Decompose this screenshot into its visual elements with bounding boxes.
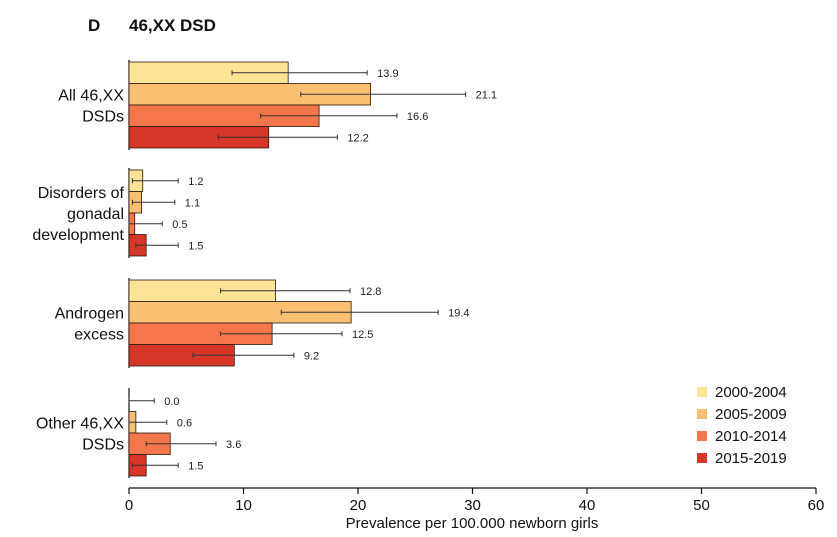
category-label: DSDs — [82, 109, 124, 126]
data-label: 12.2 — [347, 132, 368, 144]
legend-label: 2015-2019 — [715, 450, 787, 467]
data-label: 13.9 — [377, 68, 398, 80]
data-label: 0.0 — [164, 396, 179, 408]
legend-swatch — [697, 387, 707, 397]
x-tick-label: 20 — [350, 497, 367, 514]
data-label: 1.1 — [185, 197, 200, 209]
data-label: 16.6 — [407, 111, 428, 123]
data-label: 1.2 — [188, 176, 203, 188]
data-label: 12.8 — [360, 286, 381, 298]
category-label: Other 46,XX — [36, 416, 124, 433]
category-label: DSDs — [82, 437, 124, 454]
data-label: 0.5 — [172, 219, 187, 231]
data-label: 19.4 — [448, 307, 469, 319]
legend-swatch — [697, 431, 707, 441]
x-axis: 0 10 20 30 40 50 60 — [125, 487, 825, 514]
category-label: development — [32, 227, 124, 244]
plot-area: All 46,XX DSDs 13.9 21.1 16.6 12.2 Disorders o… — [32, 60, 497, 478]
legend-swatch — [697, 453, 707, 463]
x-tick-label: 30 — [464, 497, 481, 514]
legend-label: 2010-2014 — [715, 428, 787, 445]
category-group: Androgen excess 12.8 19.4 12.5 9.2 — [55, 278, 470, 368]
data-label: 3.6 — [226, 439, 241, 451]
category-group: All 46,XX DSDs 13.9 21.1 16.6 12.2 — [58, 60, 497, 150]
data-label: 1.5 — [188, 460, 203, 472]
legend-label: 2000-2004 — [715, 384, 787, 401]
x-tick-label: 40 — [579, 497, 596, 514]
chart-title: 46,XX DSD — [129, 16, 216, 35]
data-label: 0.6 — [177, 417, 192, 429]
x-tick-label: 50 — [693, 497, 710, 514]
category-label: All 46,XX — [58, 88, 124, 105]
legend-swatch — [697, 409, 707, 419]
category-label: excess — [74, 327, 124, 344]
data-label: 1.5 — [188, 240, 203, 252]
data-label: 12.5 — [352, 329, 373, 341]
panel-letter: D — [88, 16, 100, 35]
data-label: 21.1 — [476, 89, 497, 101]
data-label: 9.2 — [304, 350, 319, 362]
x-axis-title: Prevalence per 100.000 newborn girls — [346, 515, 599, 532]
category-label: Androgen — [55, 306, 124, 323]
category-group: Disorders of gonadal development 1.2 1.1 0.51… — [32, 168, 204, 258]
legend-label: 2005-2009 — [715, 406, 787, 423]
x-tick-label: 60 — [808, 497, 825, 514]
legend: 2000-2004 2005-2009 2010-2014 2015-2019 — [697, 384, 787, 467]
x-tick-label: 0 — [125, 497, 133, 514]
category-label: gonadal — [67, 206, 124, 223]
x-tick-label: 10 — [235, 497, 252, 514]
category-group: Other 46,XX DSDs 0.0 0.6 3.6 1.5 — [36, 388, 241, 478]
category-label: Disorders of — [38, 185, 125, 202]
